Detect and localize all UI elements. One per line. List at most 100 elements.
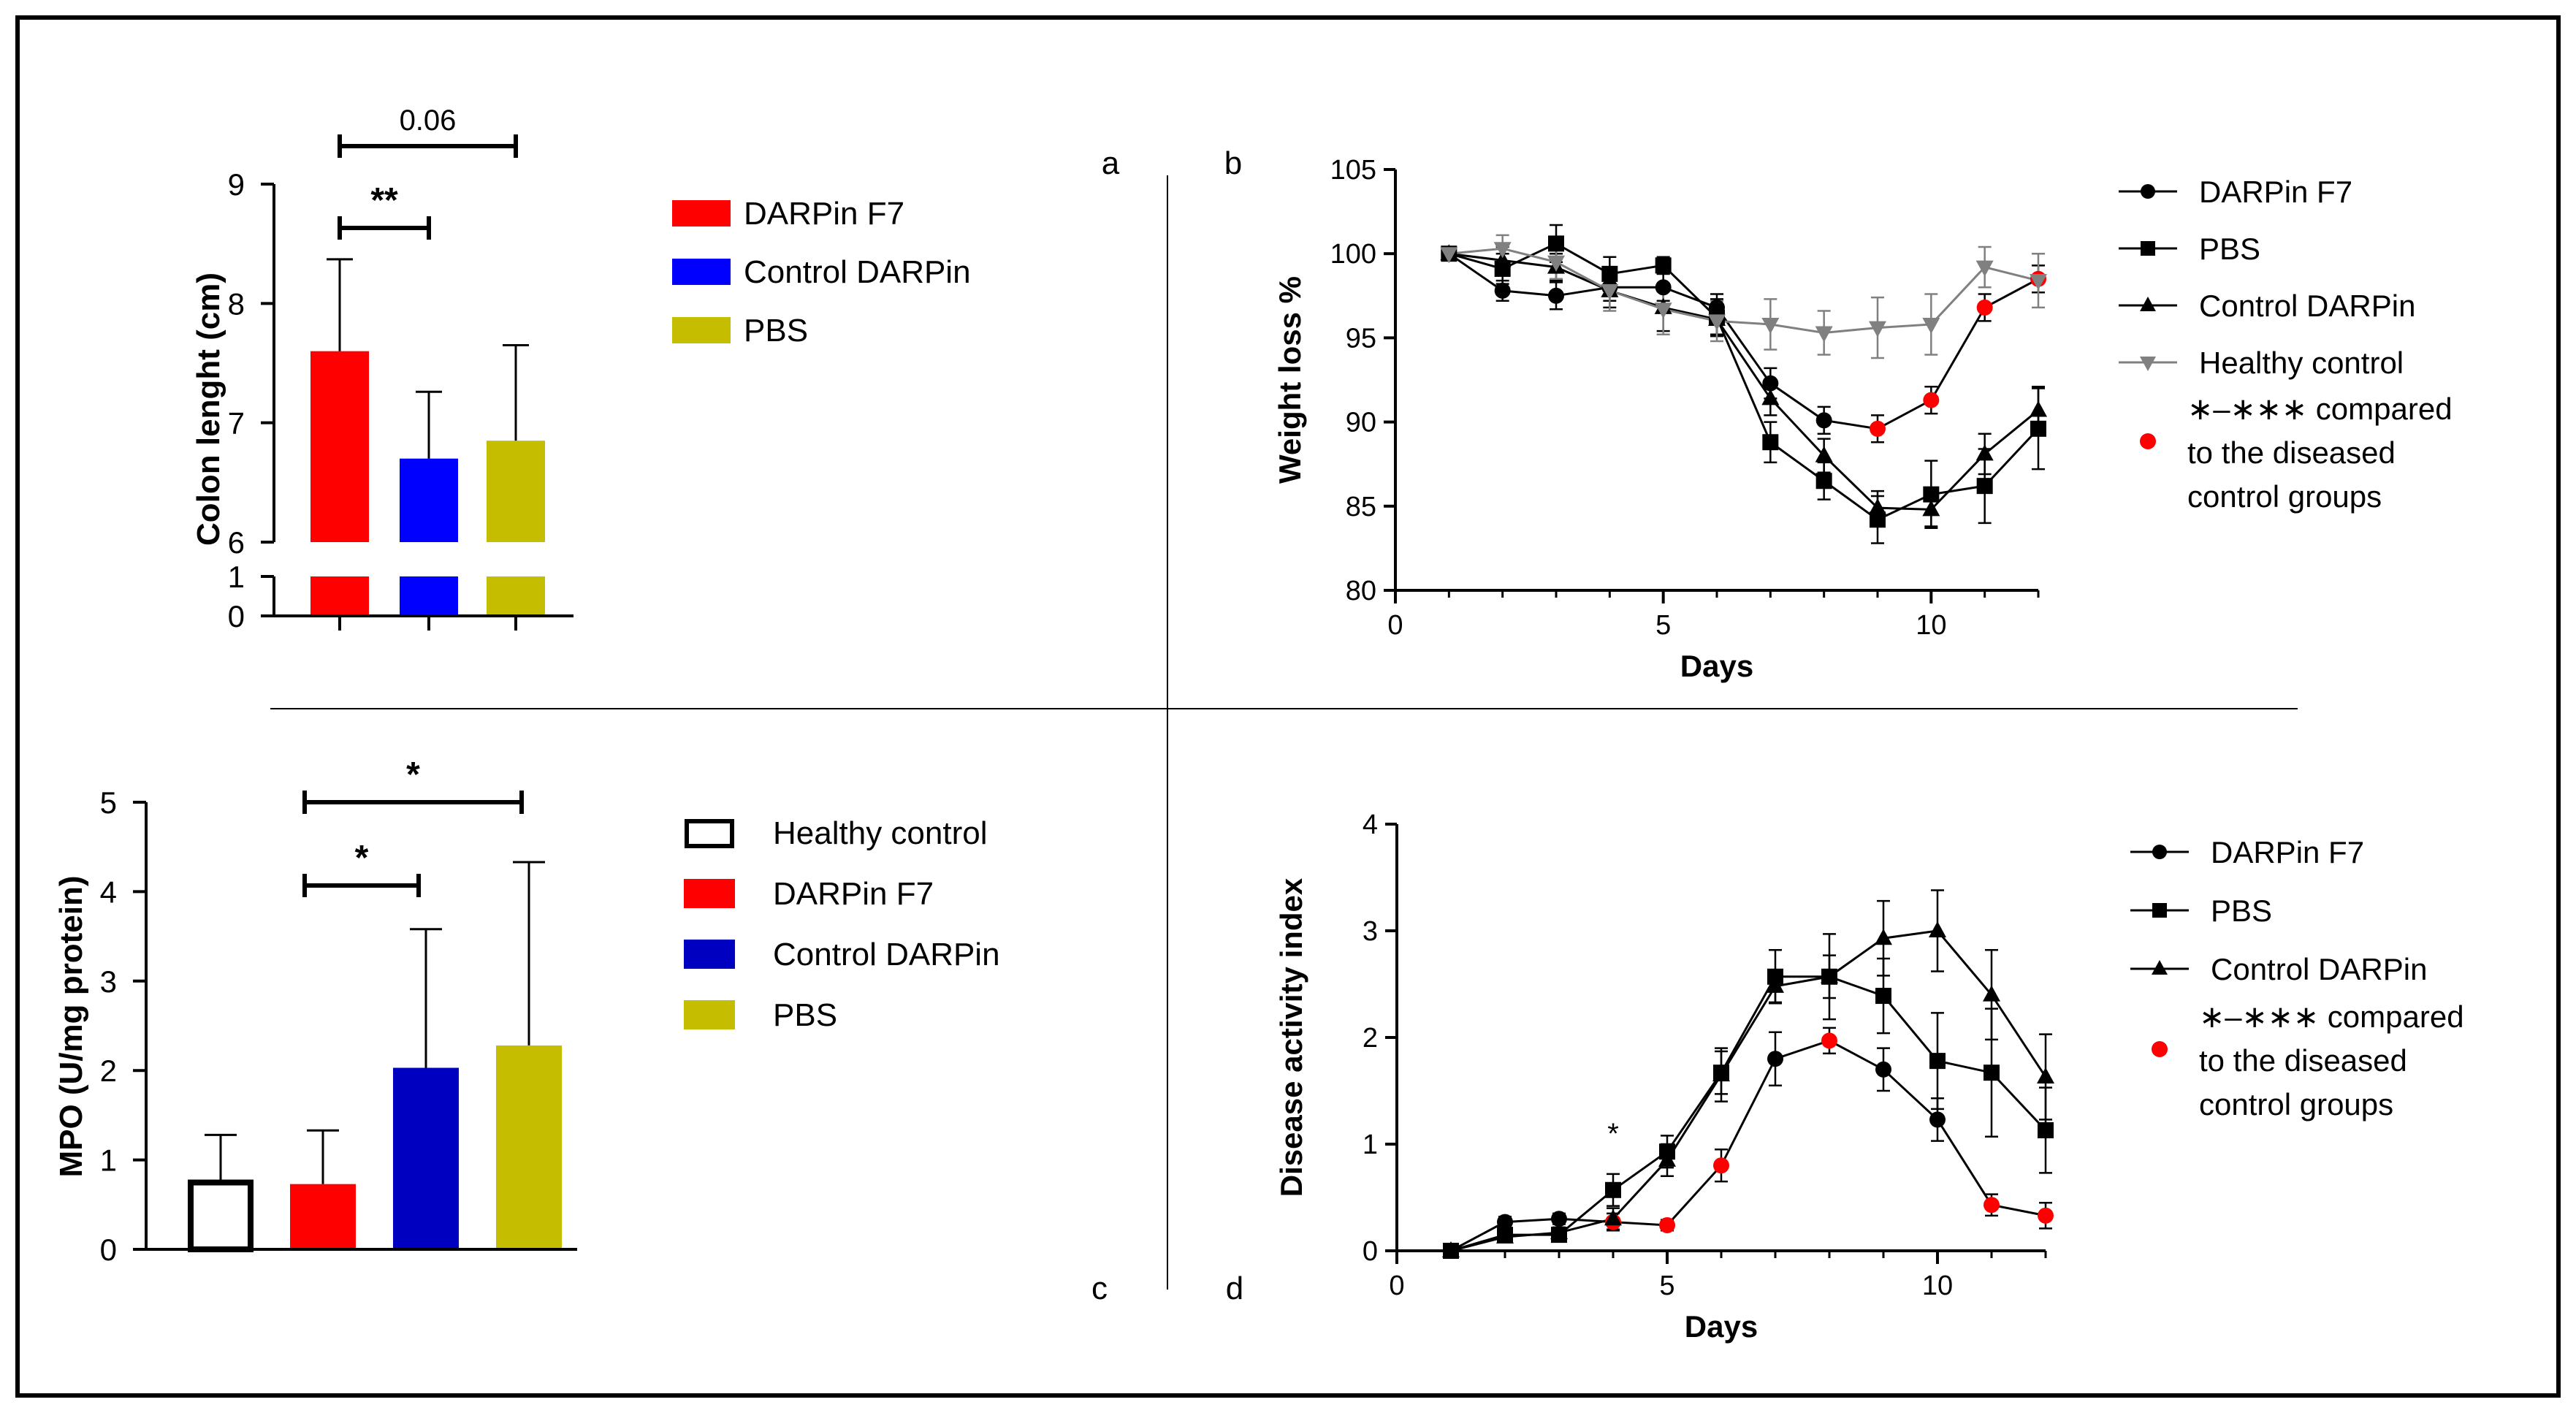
bar-3 [496,1045,562,1249]
series-3-point-5 [1708,314,1726,331]
series-line-1 [1448,242,2040,521]
series-3-point-1 [1493,242,1512,259]
y-tick-label-upper-0: 6 [228,525,245,560]
series-2-point-7 [1821,967,1838,983]
y-tick-label-0: 80 [1346,576,1376,606]
legend-label-1: PBS [2199,232,2260,266]
y-tick-label-upper-1: 7 [228,406,245,441]
y-tick-label-2: 2 [1363,1023,1378,1054]
series-1-point-9 [1923,486,1940,503]
series-0-point-2 [1551,1211,1567,1227]
y-tick-label-0: 0 [1363,1236,1378,1267]
series-0-point-7 [1815,412,1832,429]
bar-upper-1 [400,458,458,542]
legend-swatch-2 [684,940,735,969]
series-1-point-2 [1548,235,1564,252]
legend-note-2: control groups [2187,479,2382,514]
y-tick-label-upper-3: 9 [228,167,245,202]
legend-swatch-3 [684,1000,735,1029]
panel-label-c: c [1091,1271,1108,1306]
y-tick-label-0: 0 [100,1233,117,1267]
y-axis-label: Colon lenght (cm) [191,273,226,546]
y-tick-label-3: 3 [1363,916,1378,947]
legend-marker-0 [2141,184,2155,199]
figure-frame [15,15,2561,1398]
legend-marker-2 [2152,960,2168,975]
series-0-point-8 [1875,1061,1891,1078]
legend-swatch-1 [684,879,735,908]
legend-marker-1 [2152,903,2167,918]
y-tick-label-lower-1: 1 [228,560,245,594]
series-2-point-6 [1767,976,1784,993]
series-2-point-3 [1604,1209,1622,1226]
bar-lower-2 [487,576,545,616]
series-3-point-0 [1440,247,1458,264]
y-tick-label-lower-0: 0 [228,599,245,633]
series-line-2 [1449,252,2039,511]
y-tick-label-3: 3 [100,964,117,999]
legend-note-0: ∗–∗∗∗ compared [2199,999,2464,1034]
series-0-point-8 [1870,420,1886,437]
y-tick-label-5: 5 [100,785,117,820]
series-1-point-3 [1605,1181,1621,1198]
sig-label-0: ** [370,181,398,220]
series-2-point-0 [1442,1241,1460,1257]
series-0-point-9 [1929,1111,1946,1128]
series-0-point-6 [1762,375,1779,392]
series-0-point-10 [1984,1197,2000,1214]
x-axis-label: Days [1680,649,1753,683]
legend-sig-marker [2152,1041,2168,1057]
y-tick-label-5: 105 [1330,155,1376,186]
legend-label-1: PBS [2211,894,2272,928]
y-tick-label-upper-2: 8 [228,286,245,321]
x-tick-label-0: 0 [1389,1271,1404,1301]
series-1-point-6 [1767,968,1783,985]
series-2-point-10 [1975,444,1994,461]
series-line-0 [1448,252,2039,430]
bar-2 [393,1067,459,1249]
series-3-point-9 [1922,317,1940,334]
legend-swatch-2 [672,317,731,343]
series-0-point-10 [1976,299,1993,316]
legend-swatch-0 [685,819,734,848]
panel-label-d: d [1226,1271,1243,1306]
bar-upper-0 [310,351,369,542]
y-tick-label-1: 1 [1363,1130,1378,1160]
series-1-point-6 [1762,434,1779,451]
series-2-point-4 [1658,1150,1676,1167]
panel-c-mpo: 0 1 2 3 4 5 MPO (U/mg protein) * * Healthy contro… [53,755,1000,1267]
legend-note-1: to the diseased [2187,435,2396,470]
series-2-point-8 [1875,929,1892,945]
series-line-3 [1449,247,2039,334]
y-tick-label-2: 90 [1346,408,1376,438]
series-0-point-11 [2038,1207,2054,1224]
y-axis-label: Weight loss % [1273,276,1307,484]
series-1-point-9 [1929,1053,1946,1070]
series-2-point-7 [1815,446,1833,462]
legend-label-0: Healthy control [773,815,987,851]
legend-note-0: ∗–∗∗∗ compared [2187,392,2453,426]
panel-label-a: a [1102,145,1120,181]
x-tick-label-1: 5 [1659,1271,1674,1301]
bar-lower-1 [400,576,458,616]
legend-label-2: Control DARPin [2199,289,2415,323]
sig-label-0: * [355,839,369,877]
bar-lower-0 [310,576,369,616]
y-tick-label-1: 1 [100,1143,117,1178]
legend-label-0: DARPin F7 [2211,835,2364,869]
legend-label-0: DARPin F7 [2199,175,2352,209]
y-tick-label-4: 4 [1363,810,1378,840]
series-2-point-1 [1493,251,1512,267]
series-1-point-4 [1655,257,1672,274]
legend-label-2: Control DARPin [773,937,1000,972]
y-axis-label: MPO (U/mg protein) [53,875,89,1177]
series-2-point-6 [1761,389,1780,405]
series-1-point-10 [1984,1064,2000,1081]
series-1-point-3 [1601,265,1618,282]
panel-b-weight-loss: 80 85 90 95 100 105 0 5 10 Days Weight loss % DARPi… [1273,155,2453,683]
series-1-point-11 [2038,1122,2054,1139]
bar-0 [188,1179,254,1252]
legend-sig-marker [2140,433,2156,449]
series-1-point-11 [2030,420,2046,437]
